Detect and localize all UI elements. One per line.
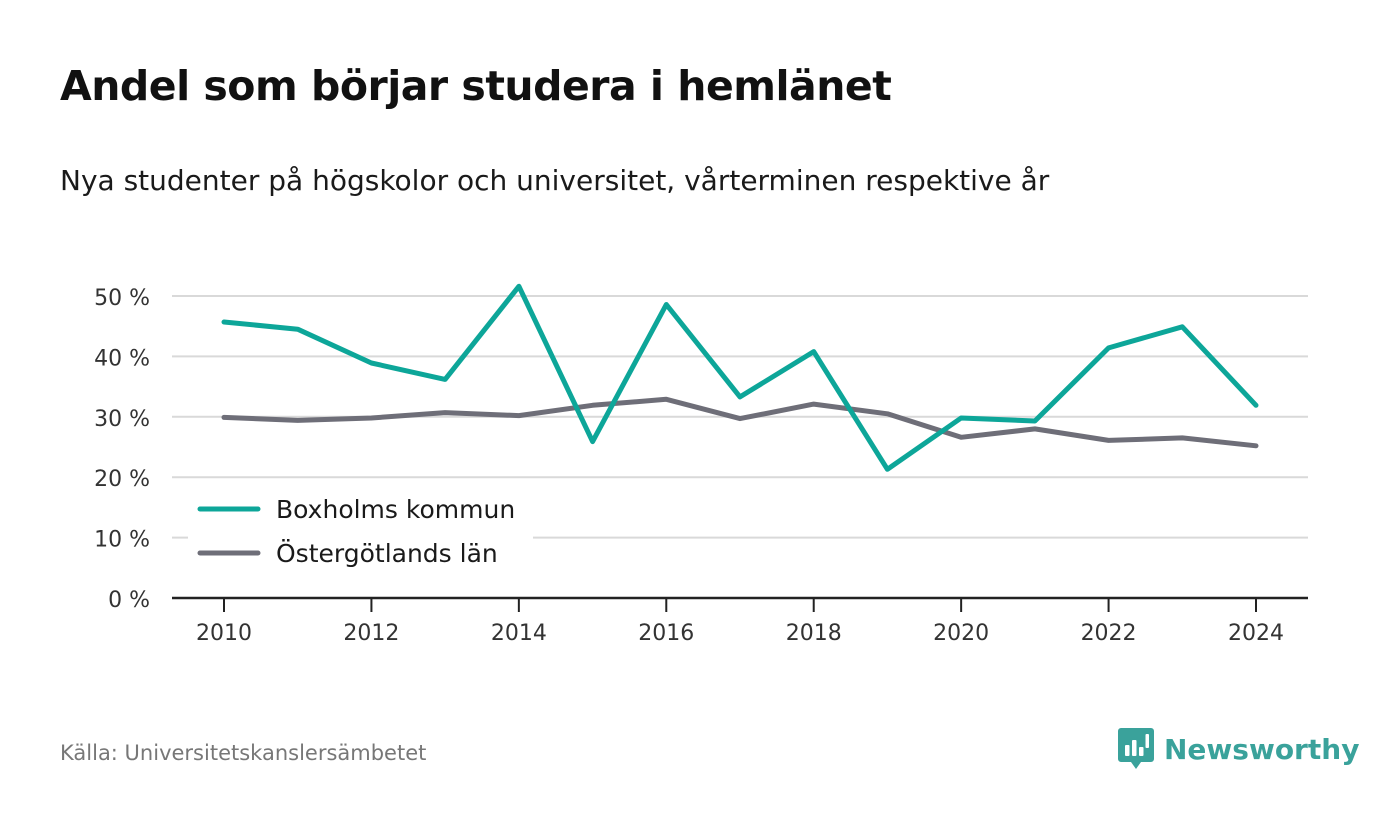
x-tick-label: 2012 <box>343 621 399 646</box>
chart-subtitle: Nya studenter på högskolor och universit… <box>60 164 1050 197</box>
series-line-1 <box>221 283 1259 472</box>
y-tick-label: 50 % <box>94 286 150 311</box>
y-tick-label: 0 % <box>108 588 150 613</box>
y-tick-label: 20 % <box>94 467 150 492</box>
legend-label: Boxholms kommun <box>276 495 515 524</box>
x-tick-label: 2018 <box>786 621 842 646</box>
y-tick-label: 30 % <box>94 407 150 432</box>
source-note: Källa: Universitetskanslersämbetet <box>60 741 427 765</box>
x-tick-label: 2022 <box>1081 621 1137 646</box>
x-tick-label: 2024 <box>1228 621 1284 646</box>
brand-logo[interactable]: Newsworthy <box>1118 728 1359 770</box>
x-tick-label: 2016 <box>638 621 694 646</box>
newsworthy-logo-icon <box>1118 728 1154 769</box>
series-line-2 <box>221 396 1259 449</box>
y-tick-label: 10 % <box>94 528 150 553</box>
x-tick-label: 2020 <box>933 621 989 646</box>
line-chart: 0 % 10 % 20 % 30 % 40 % 50 % 2010 2012 2014 2016 2… <box>94 283 1308 646</box>
x-tick-label: 2014 <box>491 621 547 646</box>
y-tick-label: 40 % <box>94 346 150 371</box>
legend-label: Östergötlands län <box>276 539 498 568</box>
legend-background <box>188 487 533 582</box>
x-tick-label: 2010 <box>196 621 252 646</box>
brand-name: Newsworthy <box>1164 732 1360 766</box>
chart-title: Andel som börjar studera i hemlänet <box>60 62 892 110</box>
